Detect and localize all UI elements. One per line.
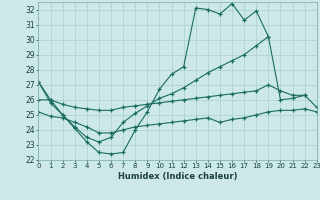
X-axis label: Humidex (Indice chaleur): Humidex (Indice chaleur) <box>118 172 237 181</box>
